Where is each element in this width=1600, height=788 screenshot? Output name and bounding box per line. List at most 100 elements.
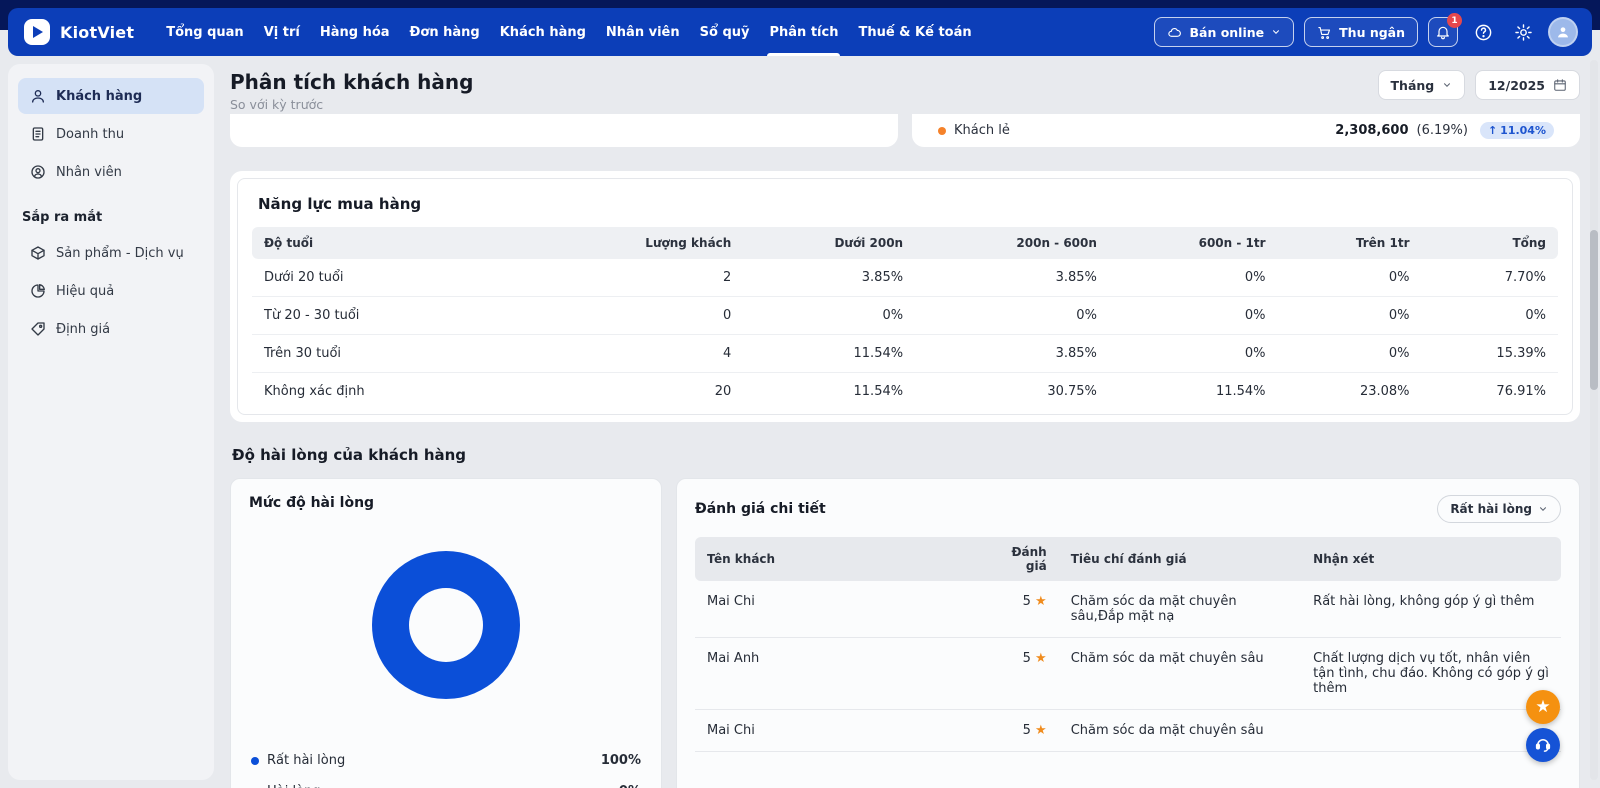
review-filter-value: Rất hài lòng bbox=[1450, 502, 1532, 516]
capacity-title: Năng lực mua hàng bbox=[258, 195, 422, 213]
cell: 4 bbox=[539, 334, 744, 373]
ban-online-button[interactable]: Bán online bbox=[1154, 17, 1295, 47]
reviews-title: Đánh giá chi tiết bbox=[695, 501, 826, 517]
nav-khach-hang[interactable]: Khách hàng bbox=[499, 24, 586, 40]
up-arrow-icon: ↑ bbox=[1487, 124, 1498, 137]
cell: 11.54% bbox=[743, 334, 916, 373]
star-icon: ★ bbox=[1035, 723, 1047, 738]
sidebar-item-doanh-thu[interactable]: Doanh thu bbox=[18, 116, 204, 152]
settings-button[interactable] bbox=[1508, 17, 1538, 47]
legend-value: 100% bbox=[600, 753, 641, 768]
clipped-card-left bbox=[230, 114, 898, 147]
review-row: Mai Chi 5 ★ Chăm sóc da mặt chuyên sâu bbox=[695, 709, 1561, 752]
nav-nhan-vien[interactable]: Nhân viên bbox=[605, 24, 680, 40]
donut-card-title: Mức độ hài lòng bbox=[249, 495, 375, 511]
main-row: Khách hàng Doanh thu Nhân viên Sắp ra mắ… bbox=[0, 56, 1600, 788]
scrollbar[interactable] bbox=[1590, 60, 1598, 780]
nav-phan-tich[interactable]: Phân tích bbox=[759, 8, 848, 56]
legend-value: 0% bbox=[619, 784, 641, 788]
table-header-row: Độ tuổi Lượng khách Dưới 200n 200n - 600… bbox=[252, 227, 1558, 259]
pie-chart-icon bbox=[30, 283, 46, 299]
nav-tong-quan[interactable]: Tổng quan bbox=[166, 24, 244, 40]
review-comment: Chất lượng dịch vụ tốt, nhân viên tận tì… bbox=[1301, 637, 1561, 710]
clipped-cards-row: Khách lẻ 2,308,600 (6.19%) ↑ 11.04% bbox=[230, 114, 1580, 147]
review-customer-name: Mai Chi bbox=[695, 581, 981, 638]
trend-value: 11.04% bbox=[1500, 124, 1546, 137]
period-date-picker[interactable]: 12/2025 bbox=[1475, 70, 1580, 100]
notification-badge: 1 bbox=[1447, 13, 1462, 28]
star-icon: ★ bbox=[1035, 651, 1047, 666]
topbar: KiotViet Tổng quan Vị trí Hàng hóa Đơn h… bbox=[8, 8, 1592, 56]
col-do-tuoi: Độ tuổi bbox=[252, 227, 540, 259]
cell: 76.91% bbox=[1496, 384, 1546, 399]
col-danh-gia: Đánh giá bbox=[980, 537, 1059, 581]
satisfaction-donut-chart bbox=[372, 551, 520, 699]
chevron-down-icon bbox=[1271, 27, 1281, 37]
promo-star-button[interactable]: ★ bbox=[1526, 690, 1560, 724]
cloud-icon bbox=[1167, 25, 1182, 40]
clipped-card-right: Khách lẻ 2,308,600 (6.19%) ↑ 11.04% bbox=[912, 114, 1580, 147]
sidebar-item-label: Khách hàng bbox=[56, 88, 143, 104]
cell: Trên 30 tuổi bbox=[252, 334, 540, 373]
kiotviet-logo-icon bbox=[24, 19, 50, 45]
sidebar-item-khach-hang[interactable]: Khách hàng bbox=[18, 78, 204, 114]
scrollbar-thumb[interactable] bbox=[1590, 230, 1598, 390]
nav-thue-ke-toan[interactable]: Thuế & Kế toán bbox=[858, 24, 972, 40]
cell: 0% bbox=[915, 296, 1109, 335]
thu-ngan-label: Thu ngân bbox=[1339, 24, 1405, 40]
sidebar: Khách hàng Doanh thu Nhân viên Sắp ra mắ… bbox=[8, 64, 214, 780]
cell: 3.85% bbox=[915, 334, 1109, 373]
period-type-select[interactable]: Tháng bbox=[1377, 70, 1466, 100]
review-rating: 5 ★ bbox=[980, 637, 1059, 710]
gear-icon bbox=[1514, 23, 1533, 42]
support-button[interactable] bbox=[1526, 728, 1560, 762]
purchase-capacity-card: Năng lực mua hàng Độ tuổi Lượng khách Dư… bbox=[230, 171, 1580, 422]
cell: 0% bbox=[1108, 334, 1278, 373]
help-icon bbox=[1474, 23, 1493, 42]
sidebar-item-san-pham-dich-vu[interactable]: Sản phẩm - Dịch vụ bbox=[18, 235, 204, 271]
nav-vi-tri[interactable]: Vị trí bbox=[263, 24, 300, 40]
sidebar-item-hieu-qua[interactable]: Hiệu quả bbox=[18, 273, 204, 309]
bell-icon bbox=[1435, 24, 1451, 40]
page-subtitle: So với kỳ trước bbox=[230, 97, 324, 112]
col-duoi-200n: Dưới 200n bbox=[743, 227, 916, 259]
cell: 3.85% bbox=[743, 259, 916, 297]
brand[interactable]: KiotViet bbox=[24, 8, 134, 56]
page-title: Phân tích khách hàng bbox=[230, 70, 474, 94]
table-header-row: Tên khách Đánh giá Tiêu chí đánh giá Nhậ… bbox=[695, 537, 1561, 581]
nav-don-hang[interactable]: Đơn hàng bbox=[409, 24, 480, 40]
review-comment: Rất hài lòng, không góp ý gì thêm bbox=[1301, 581, 1561, 638]
col-tieu-chi: Tiêu chí đánh giá bbox=[1058, 537, 1302, 581]
main-content: Phân tích khách hàng So với kỳ trước Thá… bbox=[214, 56, 1600, 788]
nav-so-quy[interactable]: Sổ quỹ bbox=[699, 24, 750, 40]
cell: Không xác định bbox=[264, 384, 365, 399]
brand-name: KiotViet bbox=[60, 22, 135, 42]
cell: 15.39% bbox=[1421, 334, 1558, 373]
review-criteria: Chăm sóc da mặt chuyên sâu,Đắp mặt nạ bbox=[1058, 581, 1302, 638]
notifications-button[interactable]: 1 bbox=[1428, 13, 1462, 47]
nav-hang-hoa[interactable]: Hàng hóa bbox=[319, 24, 390, 40]
cell: Dưới 20 tuổi bbox=[252, 259, 540, 297]
sidebar-item-nhan-vien[interactable]: Nhân viên bbox=[18, 154, 204, 190]
sidebar-item-dinh-gia[interactable]: Định giá bbox=[18, 311, 204, 347]
purchase-capacity-table: Độ tuổi Lượng khách Dưới 200n 200n - 600… bbox=[252, 227, 1558, 410]
avatar[interactable] bbox=[1548, 17, 1578, 47]
satisfaction-row: Mức độ hài lòng Rất hài lòng 100% Hài lò… bbox=[230, 478, 1580, 788]
ban-online-label: Bán online bbox=[1189, 24, 1265, 40]
top-actions: Bán online Thu ngân 1 bbox=[1154, 8, 1578, 56]
help-button[interactable] bbox=[1468, 17, 1498, 47]
page-header: Phân tích khách hàng So với kỳ trước Thá… bbox=[230, 70, 1580, 112]
col-ten-khach: Tên khách bbox=[695, 537, 981, 581]
reviews-header: Đánh giá chi tiết Rất hài lòng bbox=[695, 495, 1561, 523]
satisfaction-section-title: Độ hài lòng của khách hàng bbox=[232, 446, 467, 464]
cell: 0% bbox=[1277, 334, 1422, 373]
cell: Từ 20 - 30 tuổi bbox=[252, 296, 540, 335]
thu-ngan-button[interactable]: Thu ngân bbox=[1304, 17, 1418, 47]
review-comment bbox=[1301, 709, 1561, 752]
period-date-value: 12/2025 bbox=[1488, 77, 1545, 93]
star-icon: ★ bbox=[1535, 697, 1551, 717]
cell: 23.08% bbox=[1359, 384, 1410, 399]
cell: 3.85% bbox=[915, 259, 1109, 297]
review-filter-select[interactable]: Rất hài lòng bbox=[1437, 495, 1561, 523]
review-row: Mai Chi 5 ★ Chăm sóc da mặt chuyên sâu,Đ… bbox=[695, 581, 1561, 638]
